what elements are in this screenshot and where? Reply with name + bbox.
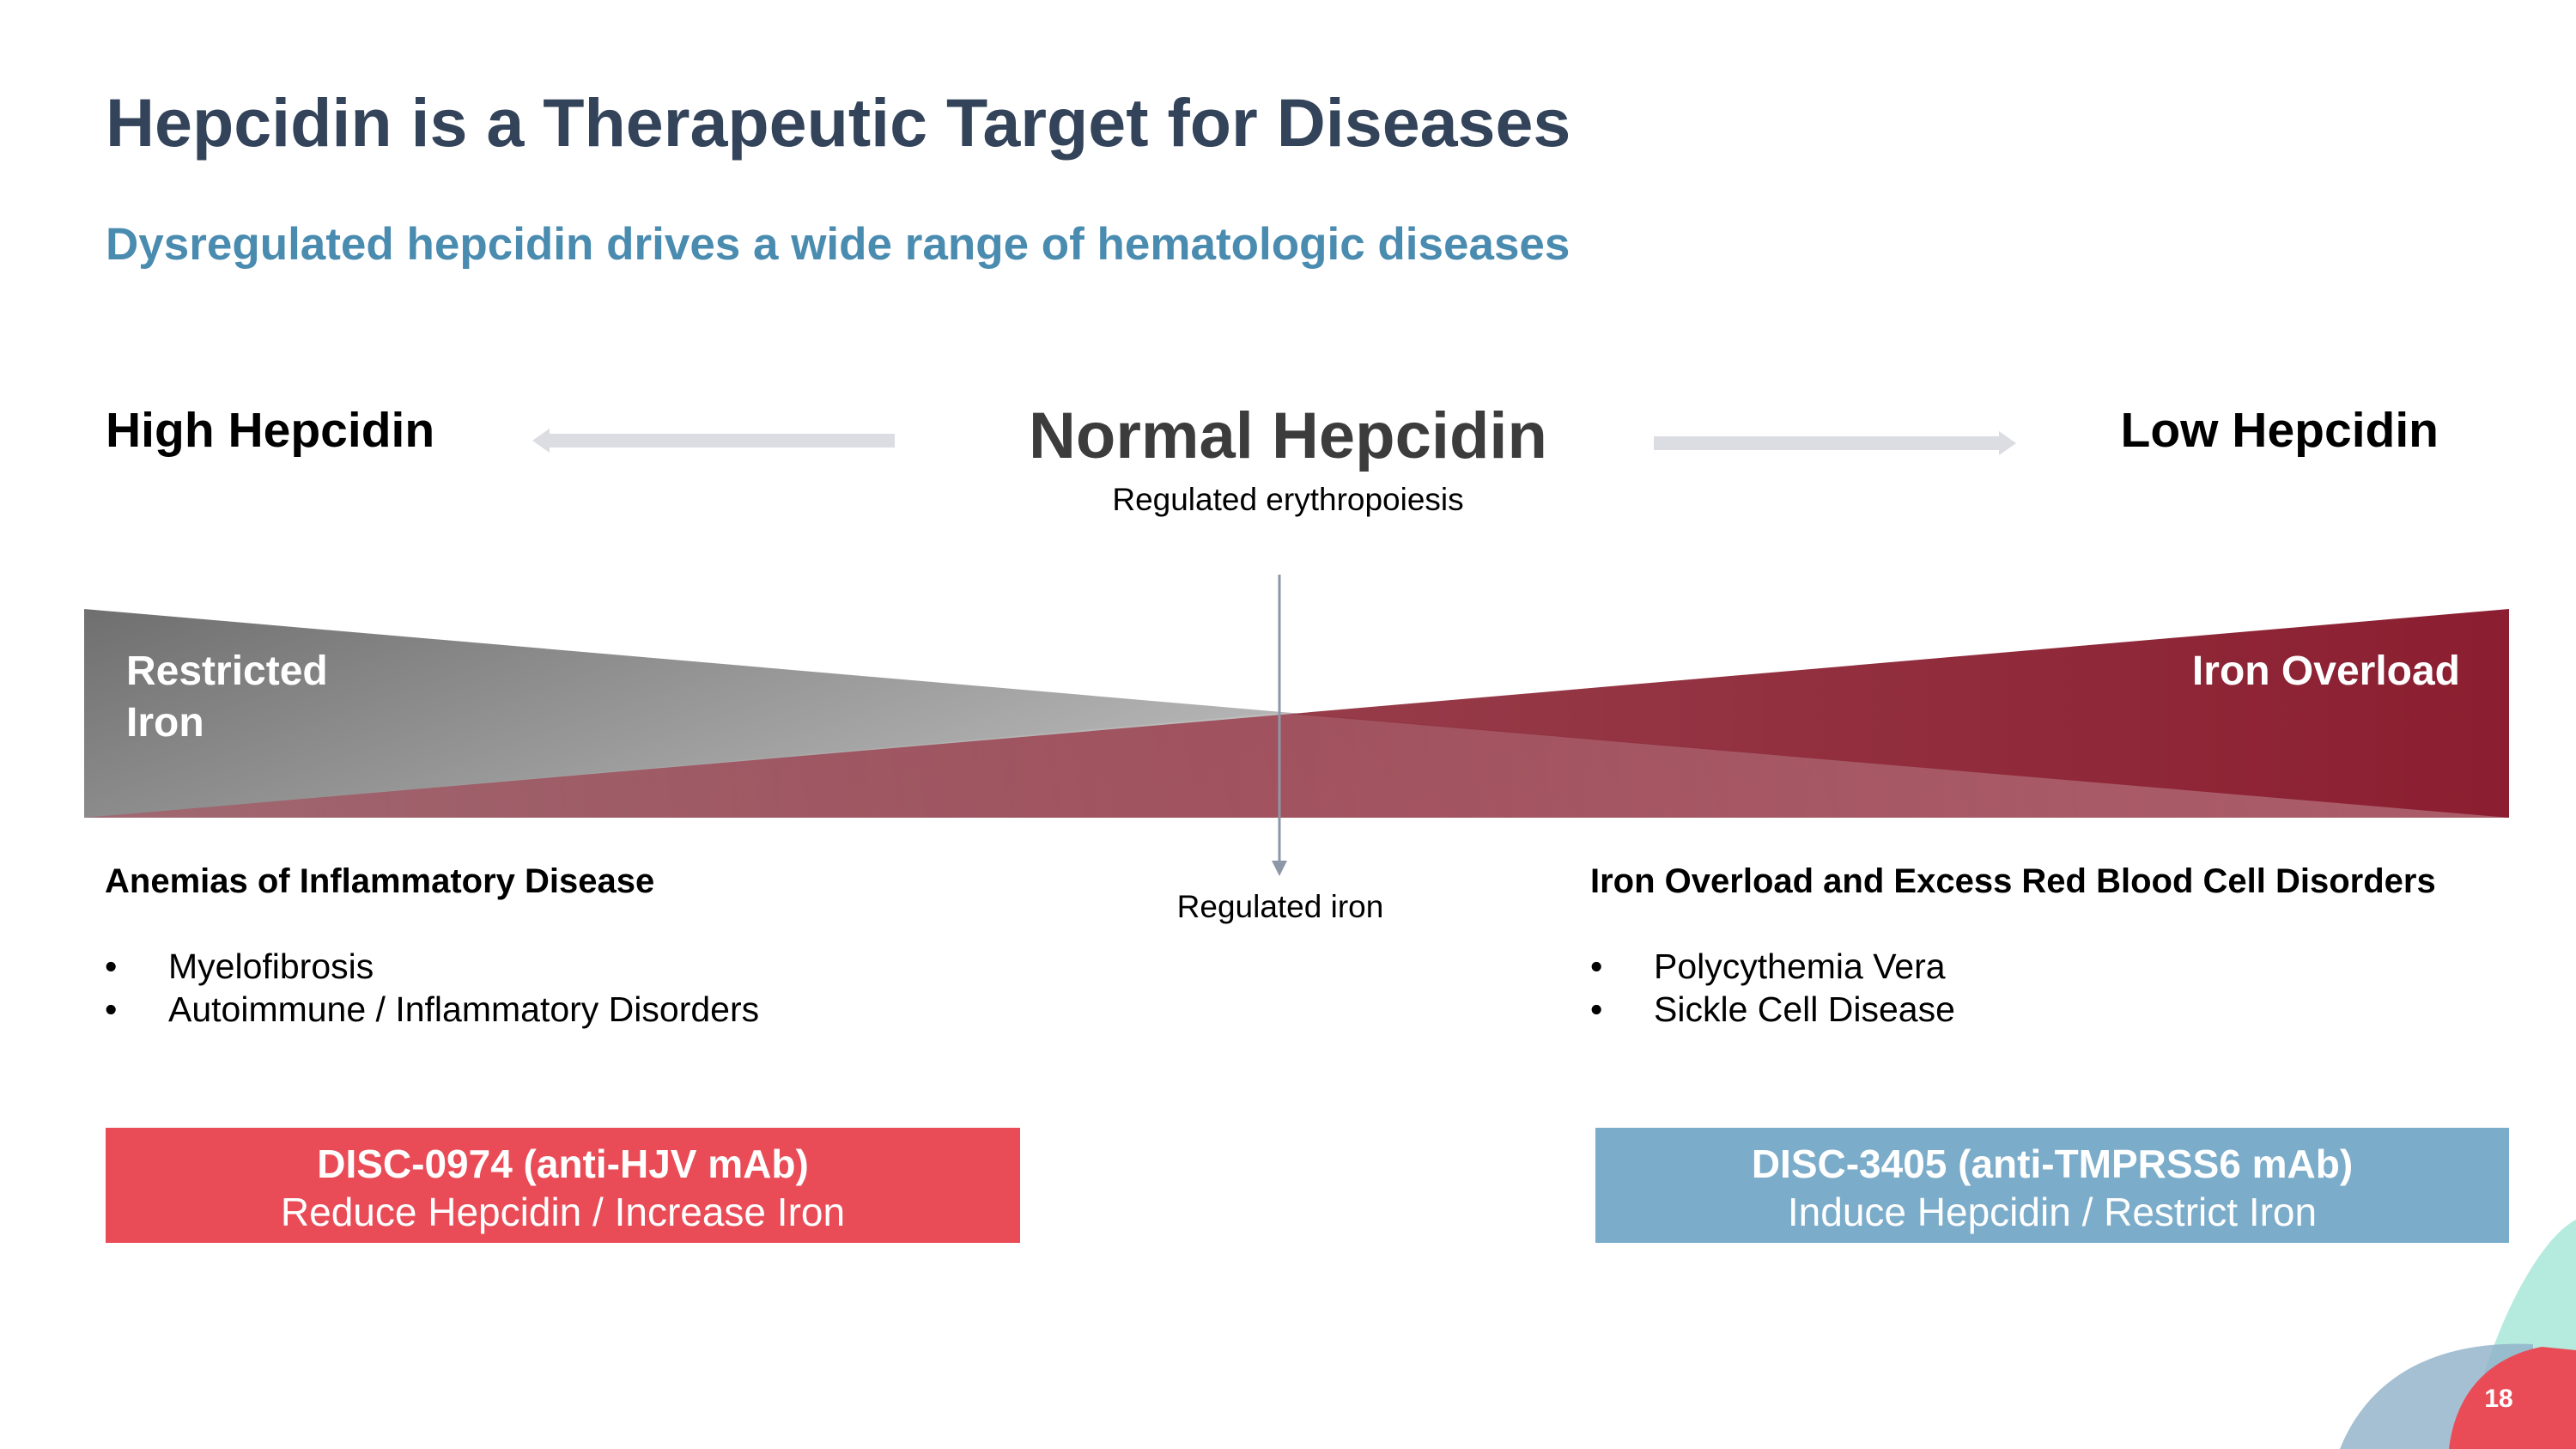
left-group-heading: Anemias of Inflammatory Disease [105,862,655,900]
bullet: • [1590,947,1603,986]
corner-decoration [2340,1220,2576,1449]
regulated-iron-label: Regulated iron [1176,889,1384,924]
disc-3405-name: DISC-3405 (anti-TMPRSS6 mAb) [1751,1142,2354,1186]
page-number: 18 [2484,1385,2513,1413]
low-hepcidin-label: Low Hepcidin [2120,403,2439,458]
restricted-iron-label-line2: Iron [126,700,204,746]
bullet: • [1590,989,1603,1029]
bullet: • [105,989,118,1029]
left-arrow [532,429,895,453]
bullet: • [105,947,118,986]
high-hepcidin-label: High Hepcidin [106,403,435,458]
disc-3405-description: Induce Hepcidin / Restrict Iron [1787,1190,2318,1234]
disc-3405-box: DISC-3405 (anti-TMPRSS6 mAb) Induce Hepc… [1595,1128,2509,1243]
regulated-erythropoiesis-label: Regulated erythropoiesis [1112,482,1464,517]
restricted-iron-label: Restricted Iron [126,646,328,749]
left-disease-list: • Myelofibrosis • Autoimmune / Inflammator… [105,945,759,1031]
disc-0974-box: DISC-0974 (anti-HJV mAb) Reduce Hepcidin… [106,1128,1020,1243]
list-item: • Sickle Cell Disease [1590,989,1955,1029]
list-item: • Polycythemia Vera [1590,947,1946,986]
list-item: • Autoimmune / Inflammatory Disorders [105,989,760,1029]
slide-title: Hepcidin is a Therapeutic Target for Dis… [106,84,1571,161]
list-item: • Myelofibrosis [105,947,374,986]
iron-overload-label: Iron Overload [2191,648,2460,694]
normal-hepcidin-label: Normal Hepcidin [1029,399,1547,472]
right-group-heading: Iron Overload and Excess Red Blood Cell … [1590,862,2436,900]
right-disease-list: • Polycythemia Vera • Sickle Cell Disease [1590,945,1955,1031]
center-pointer [1272,575,1287,876]
restricted-iron-label-line1: Restricted [126,648,328,694]
right-arrow [1654,431,2016,455]
disc-0974-name: DISC-0974 (anti-HJV mAb) [317,1142,809,1186]
slide-subtitle: Dysregulated hepcidin drives a wide rang… [106,219,1571,270]
disc-0974-description: Reduce Hepcidin / Increase Iron [280,1190,846,1234]
